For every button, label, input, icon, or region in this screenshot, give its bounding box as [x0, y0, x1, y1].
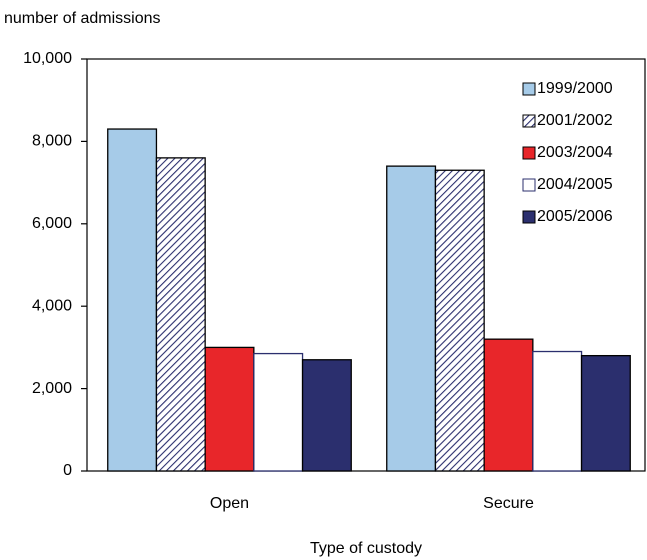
y-tick-label: 2,000 — [32, 380, 72, 397]
x-axis-title: Type of custody — [310, 540, 422, 557]
legend-label: 2003/2004 — [537, 144, 613, 161]
y-tick-label: 8,000 — [32, 133, 72, 150]
x-tick-label: Secure — [483, 495, 534, 512]
y-tick-label: 10,000 — [23, 50, 72, 67]
bar — [386, 165, 437, 472]
bar — [204, 346, 255, 472]
bar — [301, 359, 352, 472]
legend-swatch — [522, 82, 536, 96]
legend-swatch — [522, 210, 536, 224]
x-tick-label: Open — [210, 495, 249, 512]
legend-label: 2005/2006 — [537, 208, 613, 225]
y-tick-label: 4,000 — [32, 297, 72, 314]
legend-swatch — [522, 114, 536, 128]
y-axis-title: number of admissions — [4, 10, 161, 27]
bar — [155, 157, 206, 472]
plot-frame — [86, 58, 646, 472]
bar — [532, 350, 583, 472]
legend-label: 2001/2002 — [537, 112, 613, 129]
y-tick-label: 6,000 — [32, 215, 72, 232]
y-tick-label: 0 — [63, 462, 72, 479]
legend-swatch — [522, 178, 536, 192]
bar — [107, 128, 158, 472]
bar — [483, 338, 534, 472]
legend-label: 1999/2000 — [537, 80, 613, 97]
bar — [434, 169, 485, 472]
legend-label: 2004/2005 — [537, 176, 613, 193]
legend-swatch — [522, 146, 536, 160]
bar — [253, 352, 304, 472]
bar — [580, 354, 631, 472]
